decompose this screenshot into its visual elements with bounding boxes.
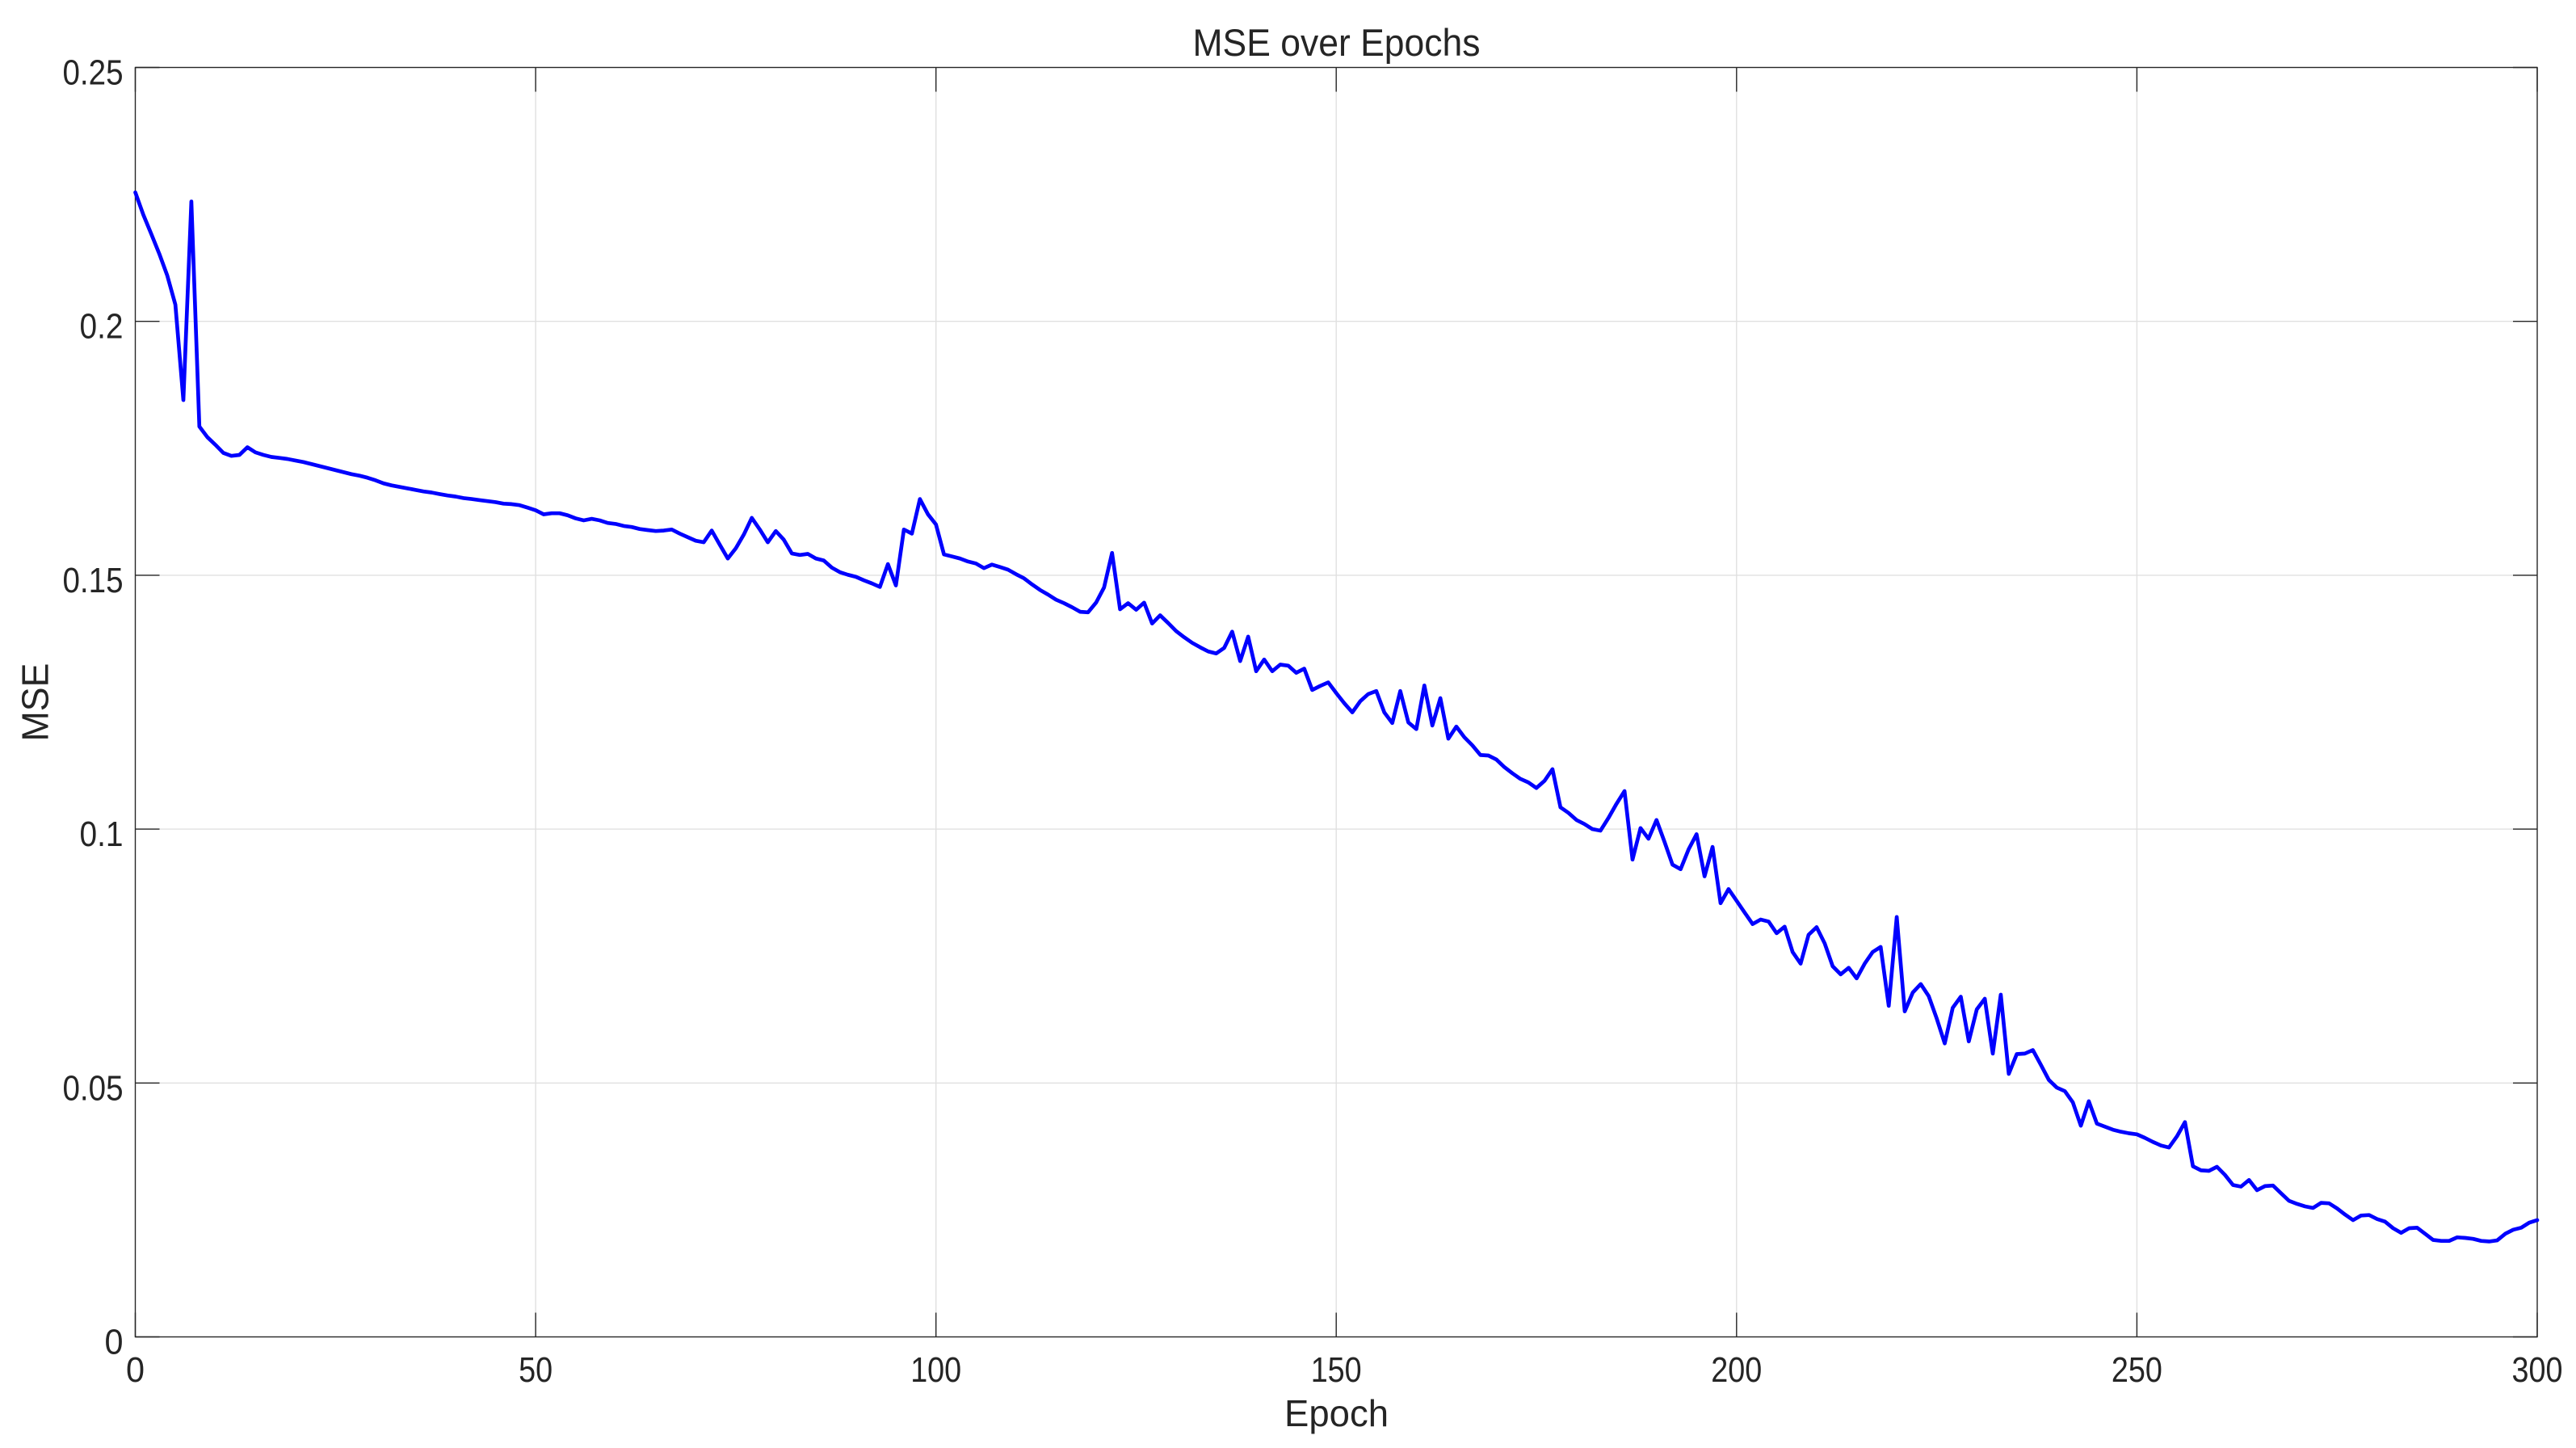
svg-text:MSE over Epochs: MSE over Epochs xyxy=(1193,21,1481,64)
svg-text:Epoch: Epoch xyxy=(1284,1392,1389,1434)
svg-text:0: 0 xyxy=(105,1323,124,1362)
svg-text:0: 0 xyxy=(126,1350,145,1390)
svg-text:250: 250 xyxy=(2112,1350,2162,1390)
svg-text:0.25: 0.25 xyxy=(63,53,124,93)
svg-text:300: 300 xyxy=(2512,1350,2563,1390)
svg-text:200: 200 xyxy=(1711,1350,1762,1390)
svg-text:MSE: MSE xyxy=(15,663,57,742)
svg-text:150: 150 xyxy=(1311,1350,1362,1390)
svg-text:50: 50 xyxy=(519,1350,553,1390)
svg-text:0.05: 0.05 xyxy=(63,1068,124,1108)
svg-text:0.15: 0.15 xyxy=(63,561,124,600)
svg-text:100: 100 xyxy=(910,1350,961,1390)
svg-text:0.2: 0.2 xyxy=(80,307,124,347)
svg-text:0.1: 0.1 xyxy=(80,814,124,854)
